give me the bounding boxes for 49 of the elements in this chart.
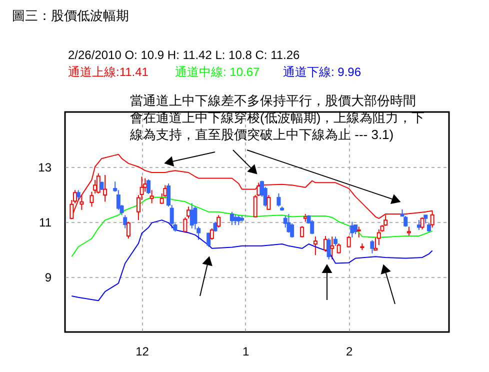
candlestick <box>146 178 150 194</box>
candlestick <box>150 190 154 204</box>
candlestick <box>286 214 291 234</box>
candlestick <box>354 224 358 235</box>
candlestick <box>330 236 334 260</box>
chart-subtitle: 2/26/2010 O: 10.9 H: 11.42 L: 10.8 C: 11.26 <box>68 48 300 62</box>
candlestick <box>210 228 214 240</box>
candlestick <box>356 226 361 238</box>
candlestick <box>336 242 341 254</box>
candlestick <box>90 191 94 208</box>
candlestick <box>123 214 128 229</box>
candlestick <box>80 194 84 210</box>
x-tick-label: 2 <box>346 344 353 358</box>
text: 當通道上中下線差不多保持平行，股價大部份時間 <box>130 93 416 108</box>
candlestick <box>406 226 411 238</box>
candlestick <box>426 222 431 234</box>
candlestick <box>376 228 381 246</box>
x-tick-label: 12 <box>136 344 150 358</box>
candlestick <box>96 172 100 194</box>
candlestick <box>420 216 424 230</box>
y-tick-label: 13 <box>38 160 52 174</box>
candlestick <box>206 232 211 248</box>
candlestick <box>186 206 191 219</box>
text: 通道上線:11.41 <box>68 65 149 79</box>
annotation: 線為支持，直至股價突破上中下線為止 --- 3.1) <box>129 127 394 142</box>
text: 通道下線: 9.96 <box>283 65 362 79</box>
y-tick-label: 9 <box>44 270 52 284</box>
candlestick <box>126 221 130 239</box>
candlestick <box>103 174 108 202</box>
candlestick <box>230 211 234 226</box>
candlestick <box>266 194 271 210</box>
chart-title: 圖三：股價低波幅期 <box>12 8 129 23</box>
candlestick <box>310 220 314 235</box>
candlestick <box>193 206 198 230</box>
candlestick <box>313 236 318 256</box>
candlestick <box>333 236 338 246</box>
candlestick <box>216 214 221 228</box>
candlestick <box>346 236 351 248</box>
x-tick-label: 1 <box>242 344 250 358</box>
candlestick <box>183 216 188 234</box>
candlestick <box>93 179 98 194</box>
y-tick-label: 11 <box>39 216 52 230</box>
candlestick <box>276 192 281 208</box>
text: 通道中線: 10.67 <box>175 65 260 79</box>
candlestick <box>76 190 80 200</box>
candlestick <box>370 240 374 254</box>
candlestick <box>300 226 304 238</box>
candlestick <box>236 214 241 226</box>
candlestick <box>326 238 331 260</box>
